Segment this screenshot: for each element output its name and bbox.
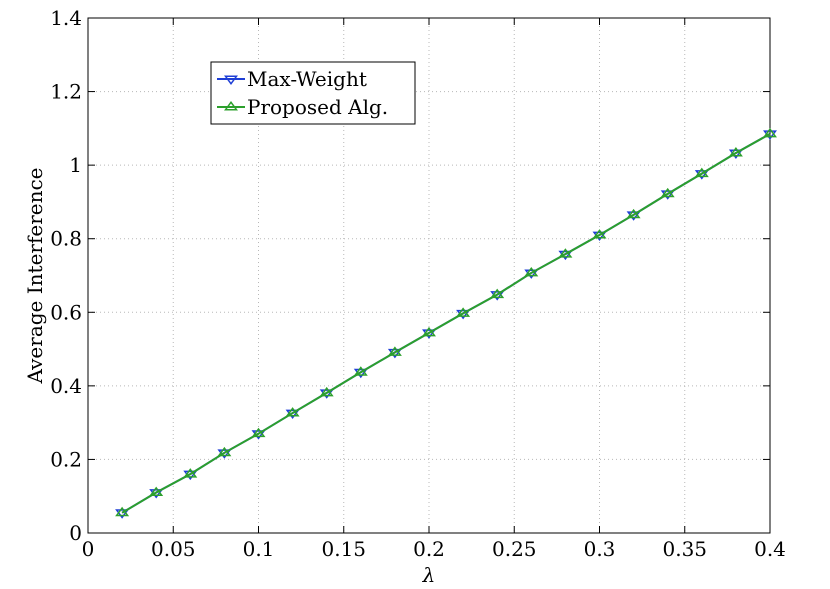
x-tick-label: 0.15 (321, 537, 366, 561)
data-point-proposed-alg (251, 427, 266, 438)
y-tick-label: 1.4 (50, 6, 82, 30)
data-point-proposed-alg (490, 288, 505, 299)
legend-box (210, 61, 416, 125)
data-point-proposed-alg (353, 366, 368, 376)
y-tick-label: 0.2 (50, 447, 82, 471)
series-line-proposed-alg (121, 133, 771, 514)
axes (87, 17, 771, 534)
legend-entry-max-weight: Max-Weight (247, 67, 367, 91)
data-point-proposed-alg (183, 468, 198, 478)
y-tick-label: 0.4 (50, 374, 82, 398)
x-tick-label: 0.3 (584, 537, 616, 561)
x-axis-label: λ (422, 563, 436, 587)
y-tick-label: 0.6 (50, 300, 82, 324)
plot-frame (87, 17, 771, 534)
data-point-proposed-alg (456, 307, 471, 317)
ticks: 0 0.05 0.1 0.15 0.2 0.25 0.3 0.35 0.4 0 0.2 0.4 0.6 0… (50, 6, 786, 561)
data-point-proposed-alg (728, 147, 743, 157)
data-point-proposed-alg (319, 386, 334, 397)
legend-marker-proposed-alg (224, 101, 238, 111)
legend: Max-Weight Proposed Alg. (210, 61, 416, 125)
x-tick-label: 0.4 (754, 537, 786, 561)
data-point-proposed-alg (422, 326, 436, 337)
x-tick-label: 0 (82, 537, 95, 561)
y-tick-label: 0.8 (50, 227, 82, 251)
legend-entry-proposed-alg: Proposed Alg. (247, 95, 388, 119)
data-point-proposed-alg (387, 346, 402, 356)
series (115, 127, 777, 519)
x-tick-label: 0.1 (243, 537, 275, 561)
x-tick-label: 0.25 (492, 537, 537, 561)
data-point-proposed-alg (149, 486, 164, 497)
data-point-proposed-alg (524, 266, 539, 277)
series-proposed-alg (115, 127, 777, 517)
y-axis-label: Average Interference (23, 167, 47, 384)
x-tick-label: 0.2 (413, 537, 445, 561)
data-point-proposed-alg (626, 208, 641, 219)
legend-marker-max-weight (224, 75, 238, 85)
x-tick-label: 0.35 (662, 537, 707, 561)
data-point-proposed-alg (763, 127, 777, 138)
data-point-proposed-alg (660, 187, 675, 198)
x-tick-label: 0.05 (151, 537, 196, 561)
grid (88, 18, 770, 533)
data-point-proposed-alg (115, 506, 130, 517)
data-point-max-weight (115, 509, 130, 519)
data-point-proposed-alg (558, 248, 573, 258)
data-point-proposed-alg (285, 407, 300, 417)
y-tick-label: 1 (69, 153, 82, 177)
data-point-proposed-alg (694, 167, 709, 178)
data-point-proposed-alg (592, 229, 607, 239)
data-point-proposed-alg (217, 446, 232, 457)
y-tick-label: 0 (69, 521, 82, 545)
y-tick-label: 1.2 (50, 80, 82, 104)
